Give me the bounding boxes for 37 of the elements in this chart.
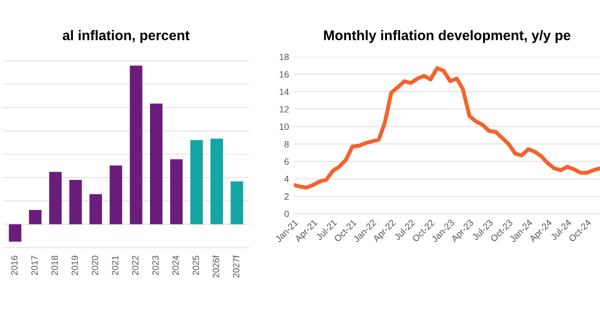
y-tick-label: 8 [284,140,289,148]
bar [170,159,183,224]
y-tick-label: 12 [280,106,289,112]
y-tick-label: 10 [280,124,289,130]
bar [190,140,203,224]
x-tick-label: 2027f [232,255,240,278]
y-tick-label: 6 [284,158,289,165]
x-tick-label: 2017 [31,256,38,275]
y-tick-label: 0 [284,210,289,218]
bar [49,172,62,224]
bar [230,181,244,224]
y-tick-label: 14 [280,88,289,95]
x-tick-label: 2018 [51,256,58,275]
y-tick-label: 2 [284,193,289,200]
y-tick-label: 18 [280,54,289,60]
x-tick-label: 2021 [112,256,118,275]
x-tick-label: 2019 [72,256,78,275]
bar [69,180,82,224]
y-tick-label: 16 [280,71,289,78]
bar [8,224,22,242]
x-tick-label: 2023 [152,256,159,275]
line-series [294,66,600,190]
bar [130,66,142,224]
x-tick-label: 2020 [92,256,98,275]
x-tick-label: 2022 [132,256,139,275]
bar [29,210,42,224]
y-tick-label: 4 [284,176,289,182]
x-tick-label: 2016 [11,256,18,275]
x-tick-label: 2026f [212,255,220,278]
chart-title: Monthly inflation development, y/y pe [324,30,570,43]
bar [210,138,223,224]
x-tick-label: 2025 [192,256,199,275]
x-tick-label: 2024 [172,256,179,275]
bar [150,104,162,224]
bar [110,166,122,224]
bar [90,194,102,224]
chart-title: al inflation, percent [62,30,190,43]
